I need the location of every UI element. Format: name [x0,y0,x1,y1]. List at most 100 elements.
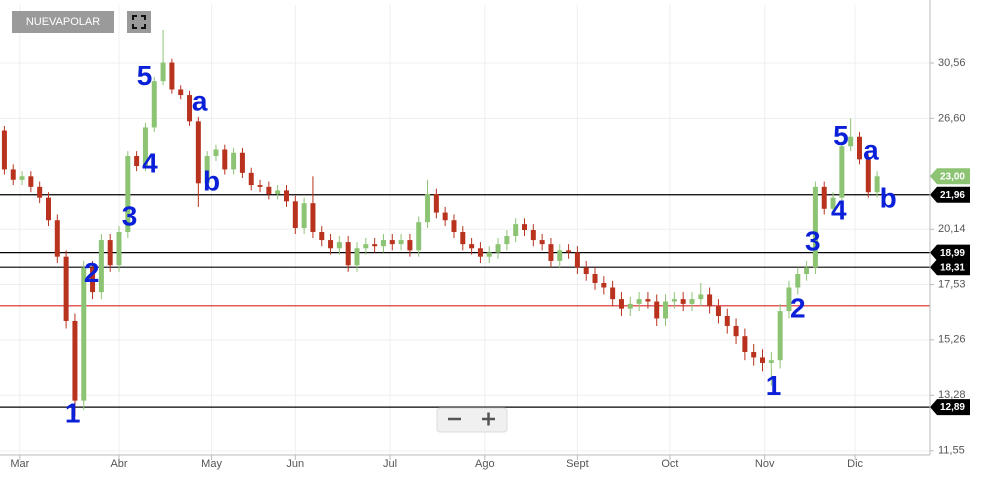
candle-body [222,149,228,170]
candle-body [707,294,713,307]
wave-label: 4 [142,147,158,178]
candle-body [239,152,245,173]
candle-body [328,240,334,249]
wave-label: 5 [137,60,153,91]
candle-body [433,194,439,213]
x-tick-label: Jun [286,458,304,470]
x-tick-label: May [201,458,222,470]
candle-body [865,159,871,193]
candle-body [425,194,431,223]
x-tick-label: Nov [755,458,775,470]
candle-body [442,212,448,221]
candle-body [292,201,298,229]
x-tick-label: Jul [383,458,397,470]
wave-label: a [863,134,879,165]
candle-body [19,176,25,180]
x-tick-label: Mar [10,458,29,470]
y-tick-label: 15,26 [938,334,966,346]
candle-body [81,267,87,401]
candle-body [592,274,598,283]
candle-body [566,250,572,253]
level-badge [930,186,970,203]
zoom-in-button[interactable] [482,412,495,426]
candle-body [698,294,704,300]
wave-label: a [192,85,208,116]
candle-body [345,242,351,266]
candle-body [248,172,254,186]
candle-body [37,186,43,198]
wave-label: b [203,165,220,196]
y-tick-label: 20,14 [938,223,966,235]
level-badge [930,399,970,416]
wave-label: 1 [766,370,782,401]
candle-body [72,320,78,401]
candle-body [451,220,457,233]
candle-body [90,267,96,293]
candle-body [839,146,845,198]
candle-body [777,311,783,361]
candle-body [283,190,289,202]
candle-body [195,121,201,184]
candle-body [98,240,104,293]
candle-body [45,197,51,221]
candle-body [142,127,148,167]
wave-label: 3 [122,200,138,231]
candle-body [477,248,483,257]
candle-body [786,287,792,312]
x-tick-label: Abr [110,458,127,470]
candle-body [416,222,422,251]
wave-label: 2 [790,292,806,323]
wave-label: 4 [831,194,847,225]
x-tick-label: Sept [566,458,589,470]
candle-body [160,62,166,82]
candle-body [751,352,757,358]
wave-label: 2 [84,257,100,288]
candle-body [627,303,633,309]
candle-body [848,136,854,147]
fullscreen-button[interactable] [127,11,151,33]
fullscreen-icon [132,15,146,29]
symbol-button[interactable] [12,11,114,33]
candle-body [804,267,810,275]
candle-body [557,250,563,261]
candle-body [821,186,827,209]
candle-body [610,287,616,300]
wave-label: 1 [65,397,81,428]
candle-body [856,136,862,160]
x-tick-label: Ago [475,458,495,470]
wave-label: 5 [833,120,849,151]
candle-body [618,299,624,309]
candle-body [513,224,519,237]
candle-body [601,282,607,288]
candle-body [354,248,360,266]
last-price-label: 23,00 [940,171,965,182]
candle-body [319,232,325,241]
y-tick-label: 13,28 [938,389,966,401]
candle-body [548,244,554,261]
candle-body [663,301,669,319]
candle-body [204,156,210,184]
candle-body [266,186,272,195]
candle-body [715,306,721,316]
y-tick-label: 26,60 [938,112,966,124]
candle-body [830,197,836,209]
candle-body [760,357,766,363]
candle-body [486,252,492,257]
candle-body [363,244,369,249]
level-label: 18,99 [940,248,965,259]
candle-body [275,190,281,195]
candle-body [63,256,69,321]
candle-body [380,240,386,247]
y-tick-label: 17,53 [938,278,966,290]
level-label: 21,96 [940,190,965,201]
wave-label: b [880,182,897,213]
candle-body [522,224,528,231]
candle-body [645,299,651,302]
candle-body [724,315,730,326]
candle-body [301,203,307,229]
candle-body [336,242,342,249]
candle-body [187,95,193,122]
candle-body [530,230,536,241]
